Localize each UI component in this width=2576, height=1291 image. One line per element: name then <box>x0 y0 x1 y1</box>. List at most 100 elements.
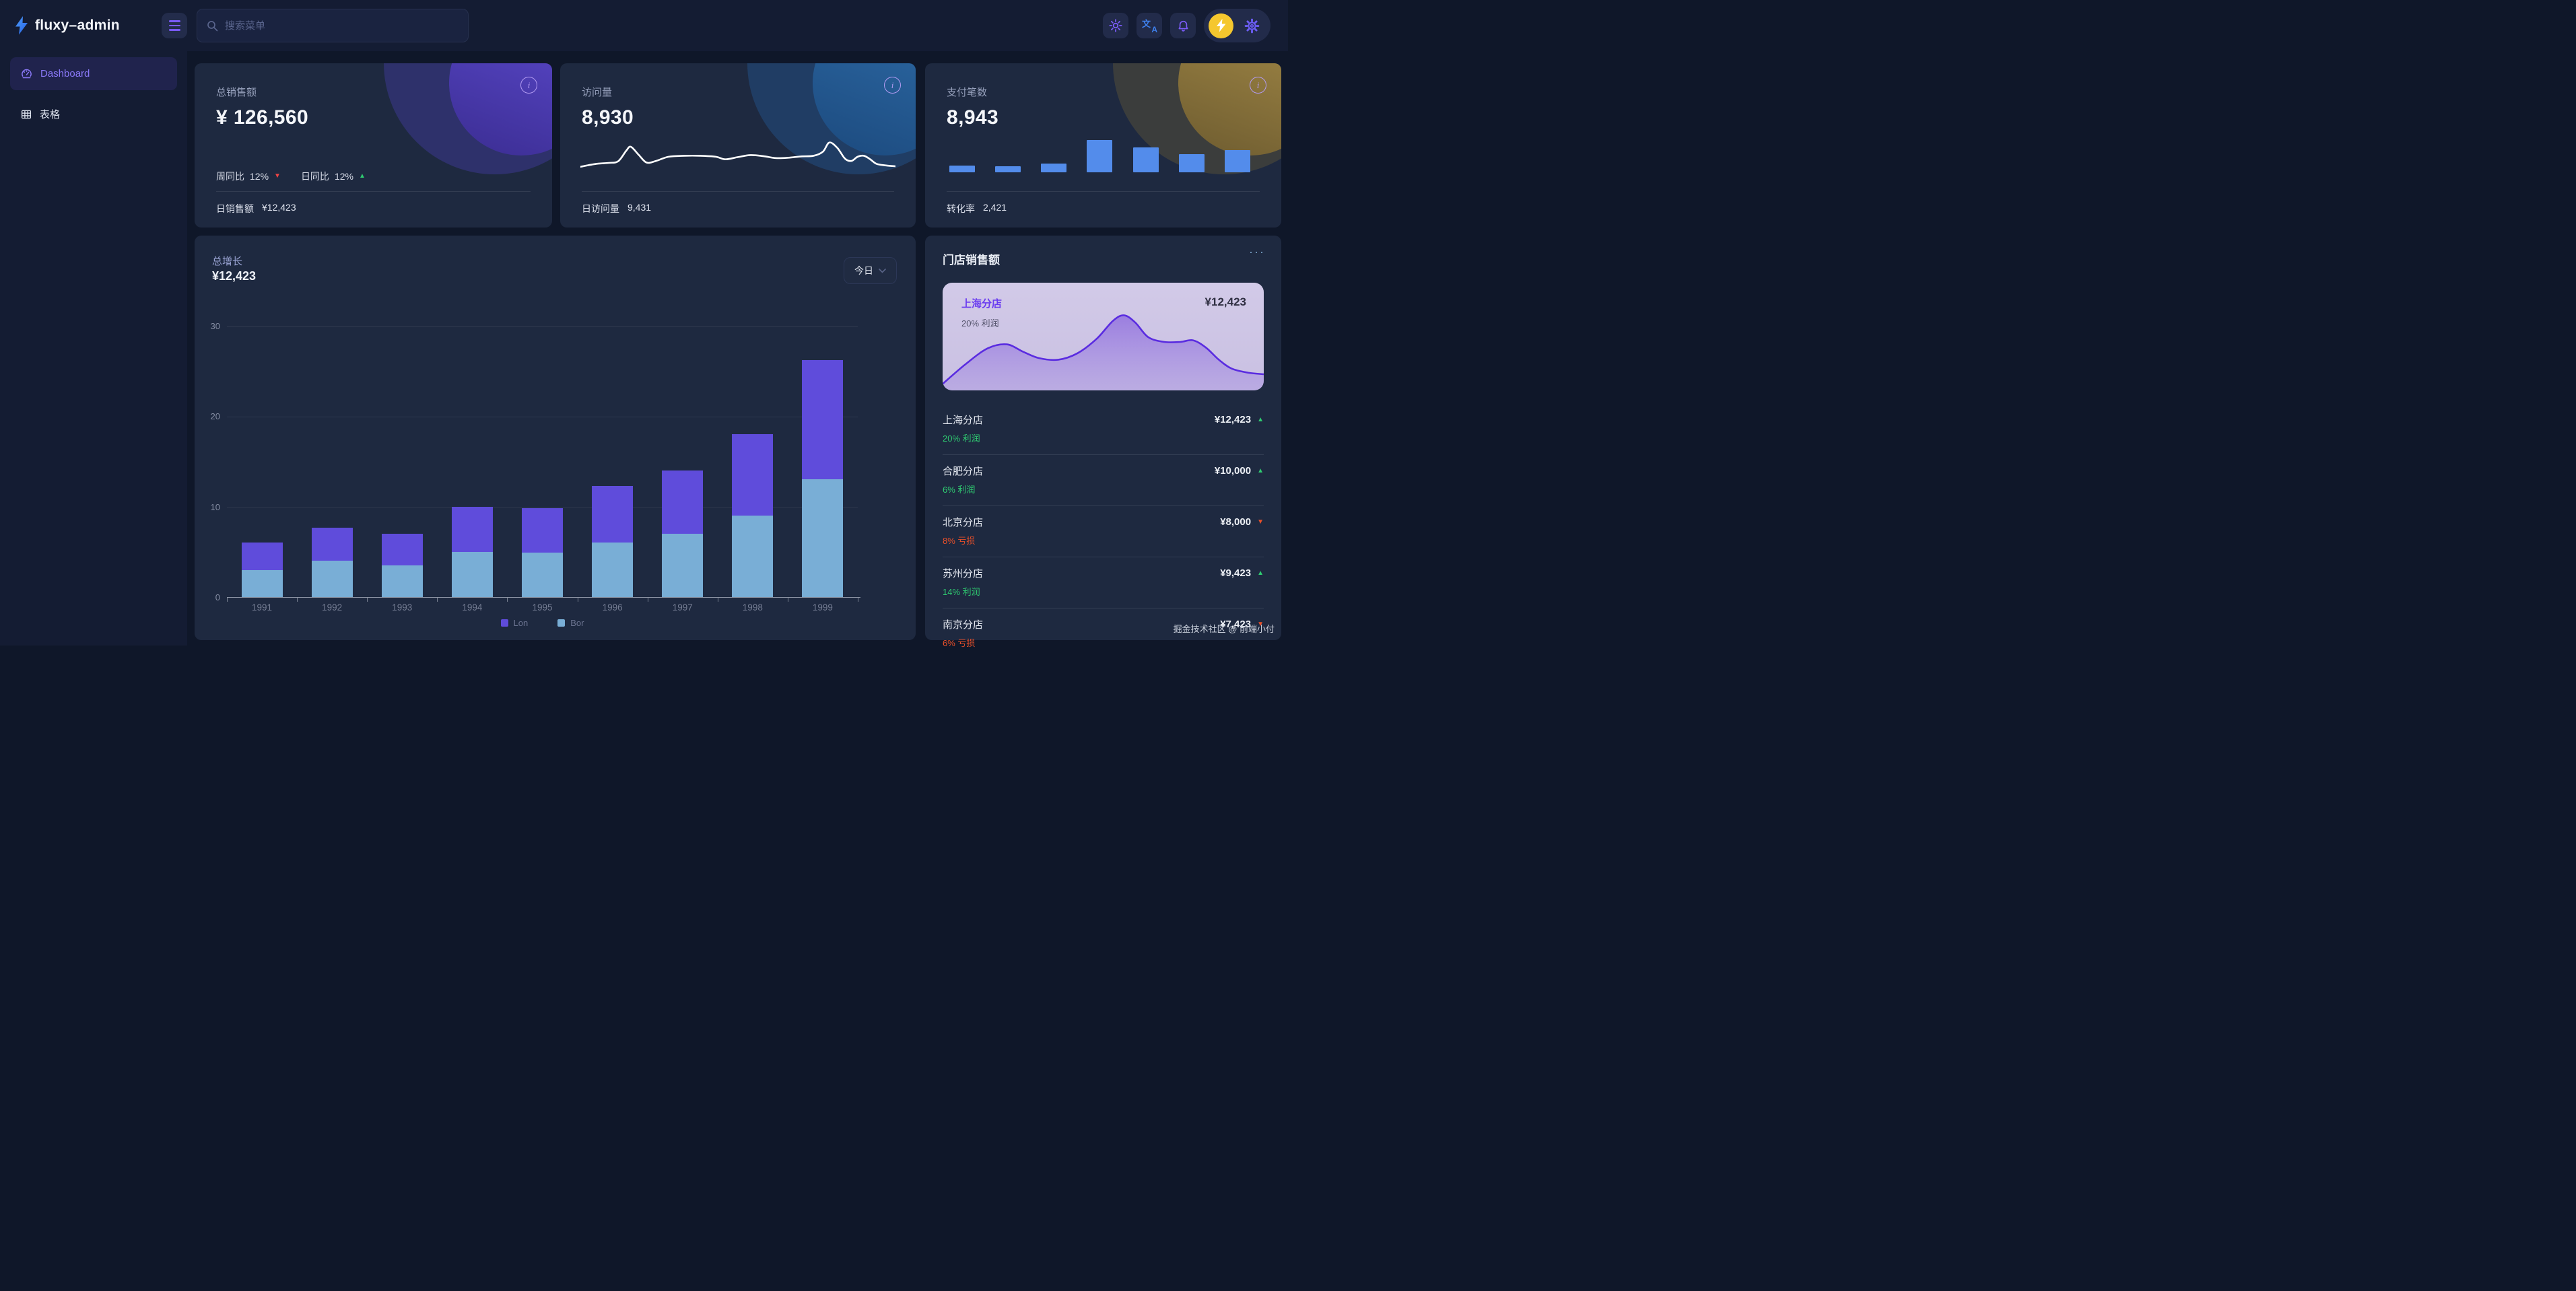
stat-footer: 转化率 2,421 <box>947 202 1007 215</box>
footer-value: ¥12,423 <box>262 202 296 213</box>
store-name: 南京分店 <box>943 619 984 631</box>
app-logo: fluxy–admin <box>13 0 120 51</box>
chevron-down-icon <box>879 268 886 273</box>
stacked-bar <box>451 506 493 597</box>
x-axis-tick <box>227 598 228 602</box>
mini-bar <box>1041 163 1067 172</box>
x-axis-category-label: 1993 <box>392 602 413 613</box>
table-icon <box>21 110 32 118</box>
stat-value: 8,943 <box>947 106 999 129</box>
triangle-up-icon: ▲ <box>1257 415 1264 423</box>
trend-label: 日同比 <box>300 171 329 182</box>
bar-segment-bor <box>451 551 493 597</box>
store-name: 上海分店 <box>943 415 984 426</box>
stacked-bar <box>241 543 283 597</box>
legend-item-lon[interactable]: Lon <box>500 618 528 628</box>
lightning-logo-icon <box>15 16 28 35</box>
legend-swatch <box>557 619 566 627</box>
store-amount: ¥7,423 <box>1220 619 1252 630</box>
x-axis-category-label: 1998 <box>742 602 763 613</box>
footer-value: 9,431 <box>628 202 652 213</box>
notifications-button[interactable] <box>1170 13 1196 38</box>
bar-segment-bor <box>592 543 634 597</box>
bar-segment-lon <box>802 360 844 480</box>
growth-title: 总增长 <box>212 256 243 267</box>
trend-value: 12% <box>334 171 353 182</box>
x-axis-tick <box>297 598 298 602</box>
watermark-text: 掘金技术社区 @ 前端小付 <box>1173 624 1275 634</box>
menu-search[interactable] <box>197 9 469 42</box>
date-range-dropdown[interactable]: 今日 <box>844 257 897 284</box>
y-axis-tick-label: 10 <box>210 501 220 512</box>
store-name: 合肥分店 <box>943 466 984 477</box>
bar-segment-lon <box>732 434 774 516</box>
sidebar-item-dashboard[interactable]: Dashboard <box>10 57 177 90</box>
bar-segment-lon <box>241 543 283 570</box>
x-axis-category-label: 1991 <box>252 602 273 613</box>
store-sales-panel: 门店销售额 ··· 上海分店 ¥12,423 20% 利润 上海分店 ¥12,42… <box>925 236 1281 648</box>
store-amount: ¥10,000 <box>1214 465 1252 477</box>
store-amount: ¥9,423 <box>1220 567 1252 579</box>
avatar-lightning-icon <box>1217 19 1226 32</box>
store-name: 苏州分店 <box>943 568 984 580</box>
x-axis-tick <box>507 598 508 602</box>
stat-label: 支付笔数 <box>947 87 988 98</box>
panel-title: 门店销售额 <box>943 254 1000 267</box>
bar-segment-lon <box>522 508 563 553</box>
info-icon[interactable]: i <box>1250 77 1266 94</box>
x-axis-tick <box>437 598 438 602</box>
more-options-icon[interactable]: ··· <box>1249 245 1265 258</box>
bar-segment-lon <box>381 533 423 565</box>
footer-label: 日访问量 <box>582 203 619 214</box>
range-label: 今日 <box>854 265 873 276</box>
store-amount: ¥12,423 <box>1214 414 1252 425</box>
user-settings-pill <box>1204 9 1270 42</box>
featured-store-value: ¥12,423 <box>1205 295 1246 308</box>
divider <box>947 191 1260 192</box>
payments-minibar-chart <box>949 139 1250 172</box>
store-row: 合肥分店 ¥10,000 ▲ 6% 利润 <box>943 454 1264 505</box>
x-axis-tick <box>367 598 368 602</box>
store-value: ¥7,423 ▼ <box>1220 619 1264 630</box>
info-icon[interactable]: i <box>520 77 537 94</box>
divider <box>582 191 894 192</box>
legend-swatch <box>500 619 508 627</box>
store-name: 北京分店 <box>943 517 984 528</box>
x-axis-category-label: 1992 <box>322 602 343 613</box>
sun-icon <box>1109 19 1122 32</box>
menu-toggle-button[interactable] <box>162 13 187 38</box>
info-icon[interactable]: i <box>884 77 901 94</box>
stacked-bar <box>802 360 844 597</box>
settings-button[interactable] <box>1244 18 1260 34</box>
stacked-bar <box>522 508 563 597</box>
payments-card: 支付笔数 i 8,943 转化率 2,421 <box>925 63 1281 228</box>
bar-segment-bor <box>802 479 844 597</box>
stacked-bar <box>662 470 704 597</box>
user-avatar[interactable] <box>1209 13 1233 38</box>
sidebar-item-label: Dashboard <box>40 68 90 79</box>
triangle-down-icon: ▼ <box>1257 518 1264 526</box>
store-area-chart <box>943 314 1264 390</box>
theme-toggle-button[interactable] <box>1103 13 1128 38</box>
trend-row: 周同比 12% ▼ 日同比 12% ▲ <box>216 170 366 183</box>
y-axis-tick-label: 20 <box>210 411 220 422</box>
chart-legend: Lon Bor <box>227 618 858 628</box>
featured-store-card: 上海分店 ¥12,423 20% 利润 <box>943 283 1264 390</box>
store-amount: ¥8,000 <box>1220 516 1252 528</box>
mini-bar <box>995 166 1021 172</box>
search-input[interactable] <box>225 20 459 32</box>
legend-item-bor[interactable]: Bor <box>557 618 584 628</box>
bar-segment-lon <box>662 470 704 534</box>
stacked-bar <box>592 485 634 597</box>
sidebar-item-table[interactable]: 表格 <box>10 98 177 131</box>
store-row: 北京分店 ¥8,000 ▼ 8% 亏损 <box>943 505 1264 557</box>
bar-segment-bor <box>381 565 423 597</box>
stacked-bar <box>311 527 353 597</box>
bar-segment-bor <box>732 516 774 597</box>
mini-bar <box>1132 147 1159 172</box>
mini-bar <box>1087 140 1113 172</box>
sidebar: Dashboard 表格 <box>0 51 187 646</box>
